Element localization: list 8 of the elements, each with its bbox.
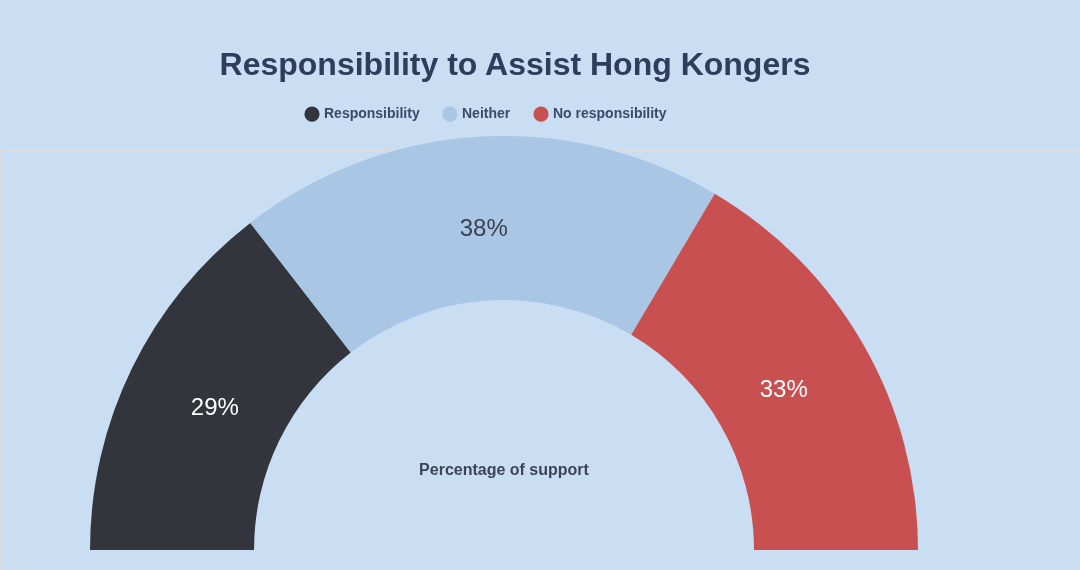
legend-label: No responsibility xyxy=(553,105,667,122)
data-label: 29% xyxy=(190,393,239,421)
text: Percentage of support xyxy=(419,461,590,478)
data-label: 38% xyxy=(459,213,508,241)
chart-title: Responsibility to Assist Hong Kongers xyxy=(219,46,811,82)
legend-label: Neither xyxy=(462,105,511,122)
data-label: 33% xyxy=(759,375,808,403)
legend-label: Responsibility xyxy=(324,105,420,122)
